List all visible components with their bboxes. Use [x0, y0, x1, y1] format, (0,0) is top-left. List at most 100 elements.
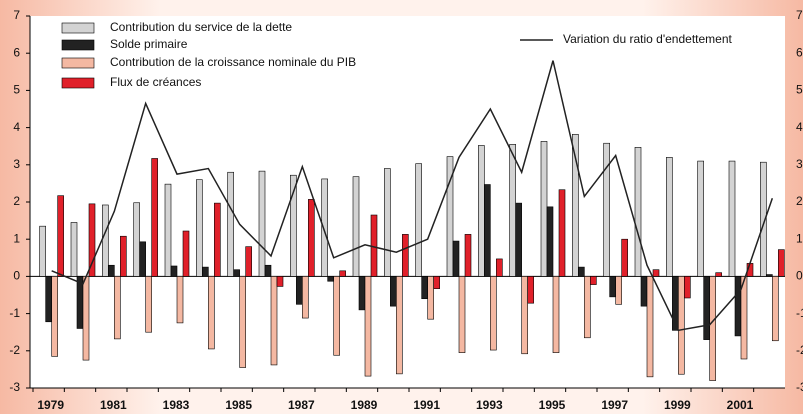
bar	[227, 171, 234, 277]
bar	[302, 276, 309, 319]
y-tick-label: 6	[13, 45, 20, 59]
bar	[578, 266, 585, 277]
x-tick-label: 1983	[163, 398, 190, 412]
bar	[584, 276, 591, 339]
bar	[634, 147, 642, 277]
x-tick-label: 2001	[727, 398, 754, 412]
x-tick-label: 1985	[225, 398, 252, 412]
bar	[290, 174, 297, 277]
y2-tick-label: 0	[796, 269, 803, 283]
bar	[484, 184, 491, 277]
x-tick-label: 1979	[37, 398, 64, 412]
legend-swatch	[61, 57, 95, 69]
bar	[546, 206, 554, 277]
x-tick-label: 1993	[476, 398, 503, 412]
legend-swatch	[61, 39, 95, 51]
bar	[339, 270, 346, 277]
bar	[478, 145, 485, 277]
bar	[108, 264, 115, 277]
bar	[114, 276, 121, 340]
bar	[464, 234, 472, 277]
bar	[697, 160, 704, 277]
y-tick-label: 3	[13, 157, 20, 171]
x-tick-label: 1995	[539, 398, 566, 412]
x-tick-label: 1997	[601, 398, 628, 412]
x-tick-label: 1989	[351, 398, 378, 412]
bar	[258, 170, 266, 277]
bar	[766, 274, 773, 277]
legend-label: Solde primaire	[110, 37, 188, 51]
bar	[327, 276, 334, 282]
bar	[402, 234, 409, 277]
bar	[102, 204, 109, 277]
legend-label: Flux de créances	[110, 75, 201, 89]
y2-tick-label: -3	[796, 380, 803, 394]
bar	[176, 276, 184, 324]
y-tick-label: 7	[13, 8, 20, 22]
bar	[572, 133, 579, 277]
bar	[509, 144, 516, 277]
y-tick-label: 4	[13, 120, 20, 134]
bar	[778, 249, 785, 277]
bar	[615, 276, 622, 305]
bar	[609, 276, 616, 298]
legend-swatch	[61, 22, 95, 34]
y2-tick-label: 7	[796, 8, 803, 22]
bar	[490, 276, 497, 351]
bar	[352, 176, 360, 277]
bar	[182, 230, 190, 277]
bar	[296, 276, 303, 305]
bar	[740, 276, 748, 360]
bar	[39, 225, 46, 277]
y2-tick-label: 6	[796, 45, 803, 59]
bar	[433, 276, 440, 289]
bar	[396, 276, 403, 375]
bar	[45, 276, 52, 323]
bar	[120, 235, 127, 277]
bar	[358, 276, 366, 311]
bar	[678, 276, 685, 375]
bar	[446, 156, 454, 277]
y-tick-label: -1	[9, 306, 20, 320]
bar	[170, 265, 178, 277]
bar	[364, 276, 372, 377]
bar	[321, 178, 328, 277]
bar	[133, 202, 140, 277]
bar	[88, 203, 96, 277]
bar	[646, 276, 654, 378]
bar	[82, 276, 90, 361]
bar	[390, 276, 397, 307]
bar	[51, 276, 58, 357]
bar	[728, 160, 736, 277]
bar	[196, 179, 203, 277]
bar	[145, 276, 152, 333]
bar	[640, 276, 648, 307]
bar	[621, 238, 628, 277]
bar	[496, 258, 503, 277]
legend-swatch	[61, 77, 95, 89]
bar	[552, 276, 560, 353]
bar	[270, 276, 278, 366]
bar	[715, 272, 722, 277]
x-tick-label: 1991	[413, 398, 440, 412]
legend-label: Variation du ratio d'endettement	[563, 32, 733, 46]
x-tick-label: 1987	[288, 398, 315, 412]
bar	[521, 276, 528, 355]
bar	[214, 202, 221, 277]
bar	[208, 276, 215, 350]
bar	[333, 276, 340, 356]
x-tick-label: 1981	[100, 398, 127, 412]
bar	[603, 142, 610, 277]
bar	[57, 195, 64, 277]
y2-tick-label: -1	[796, 306, 803, 320]
y2-tick-label: 3	[796, 157, 803, 171]
bar	[421, 276, 428, 300]
legend-label: Contribution de la croissance nominale d…	[110, 55, 356, 69]
bar	[245, 246, 252, 277]
y-tick-label: -3	[9, 380, 20, 394]
y-tick-label: -2	[9, 343, 20, 357]
bar	[558, 189, 566, 277]
bar	[239, 276, 246, 368]
bar	[684, 276, 691, 299]
